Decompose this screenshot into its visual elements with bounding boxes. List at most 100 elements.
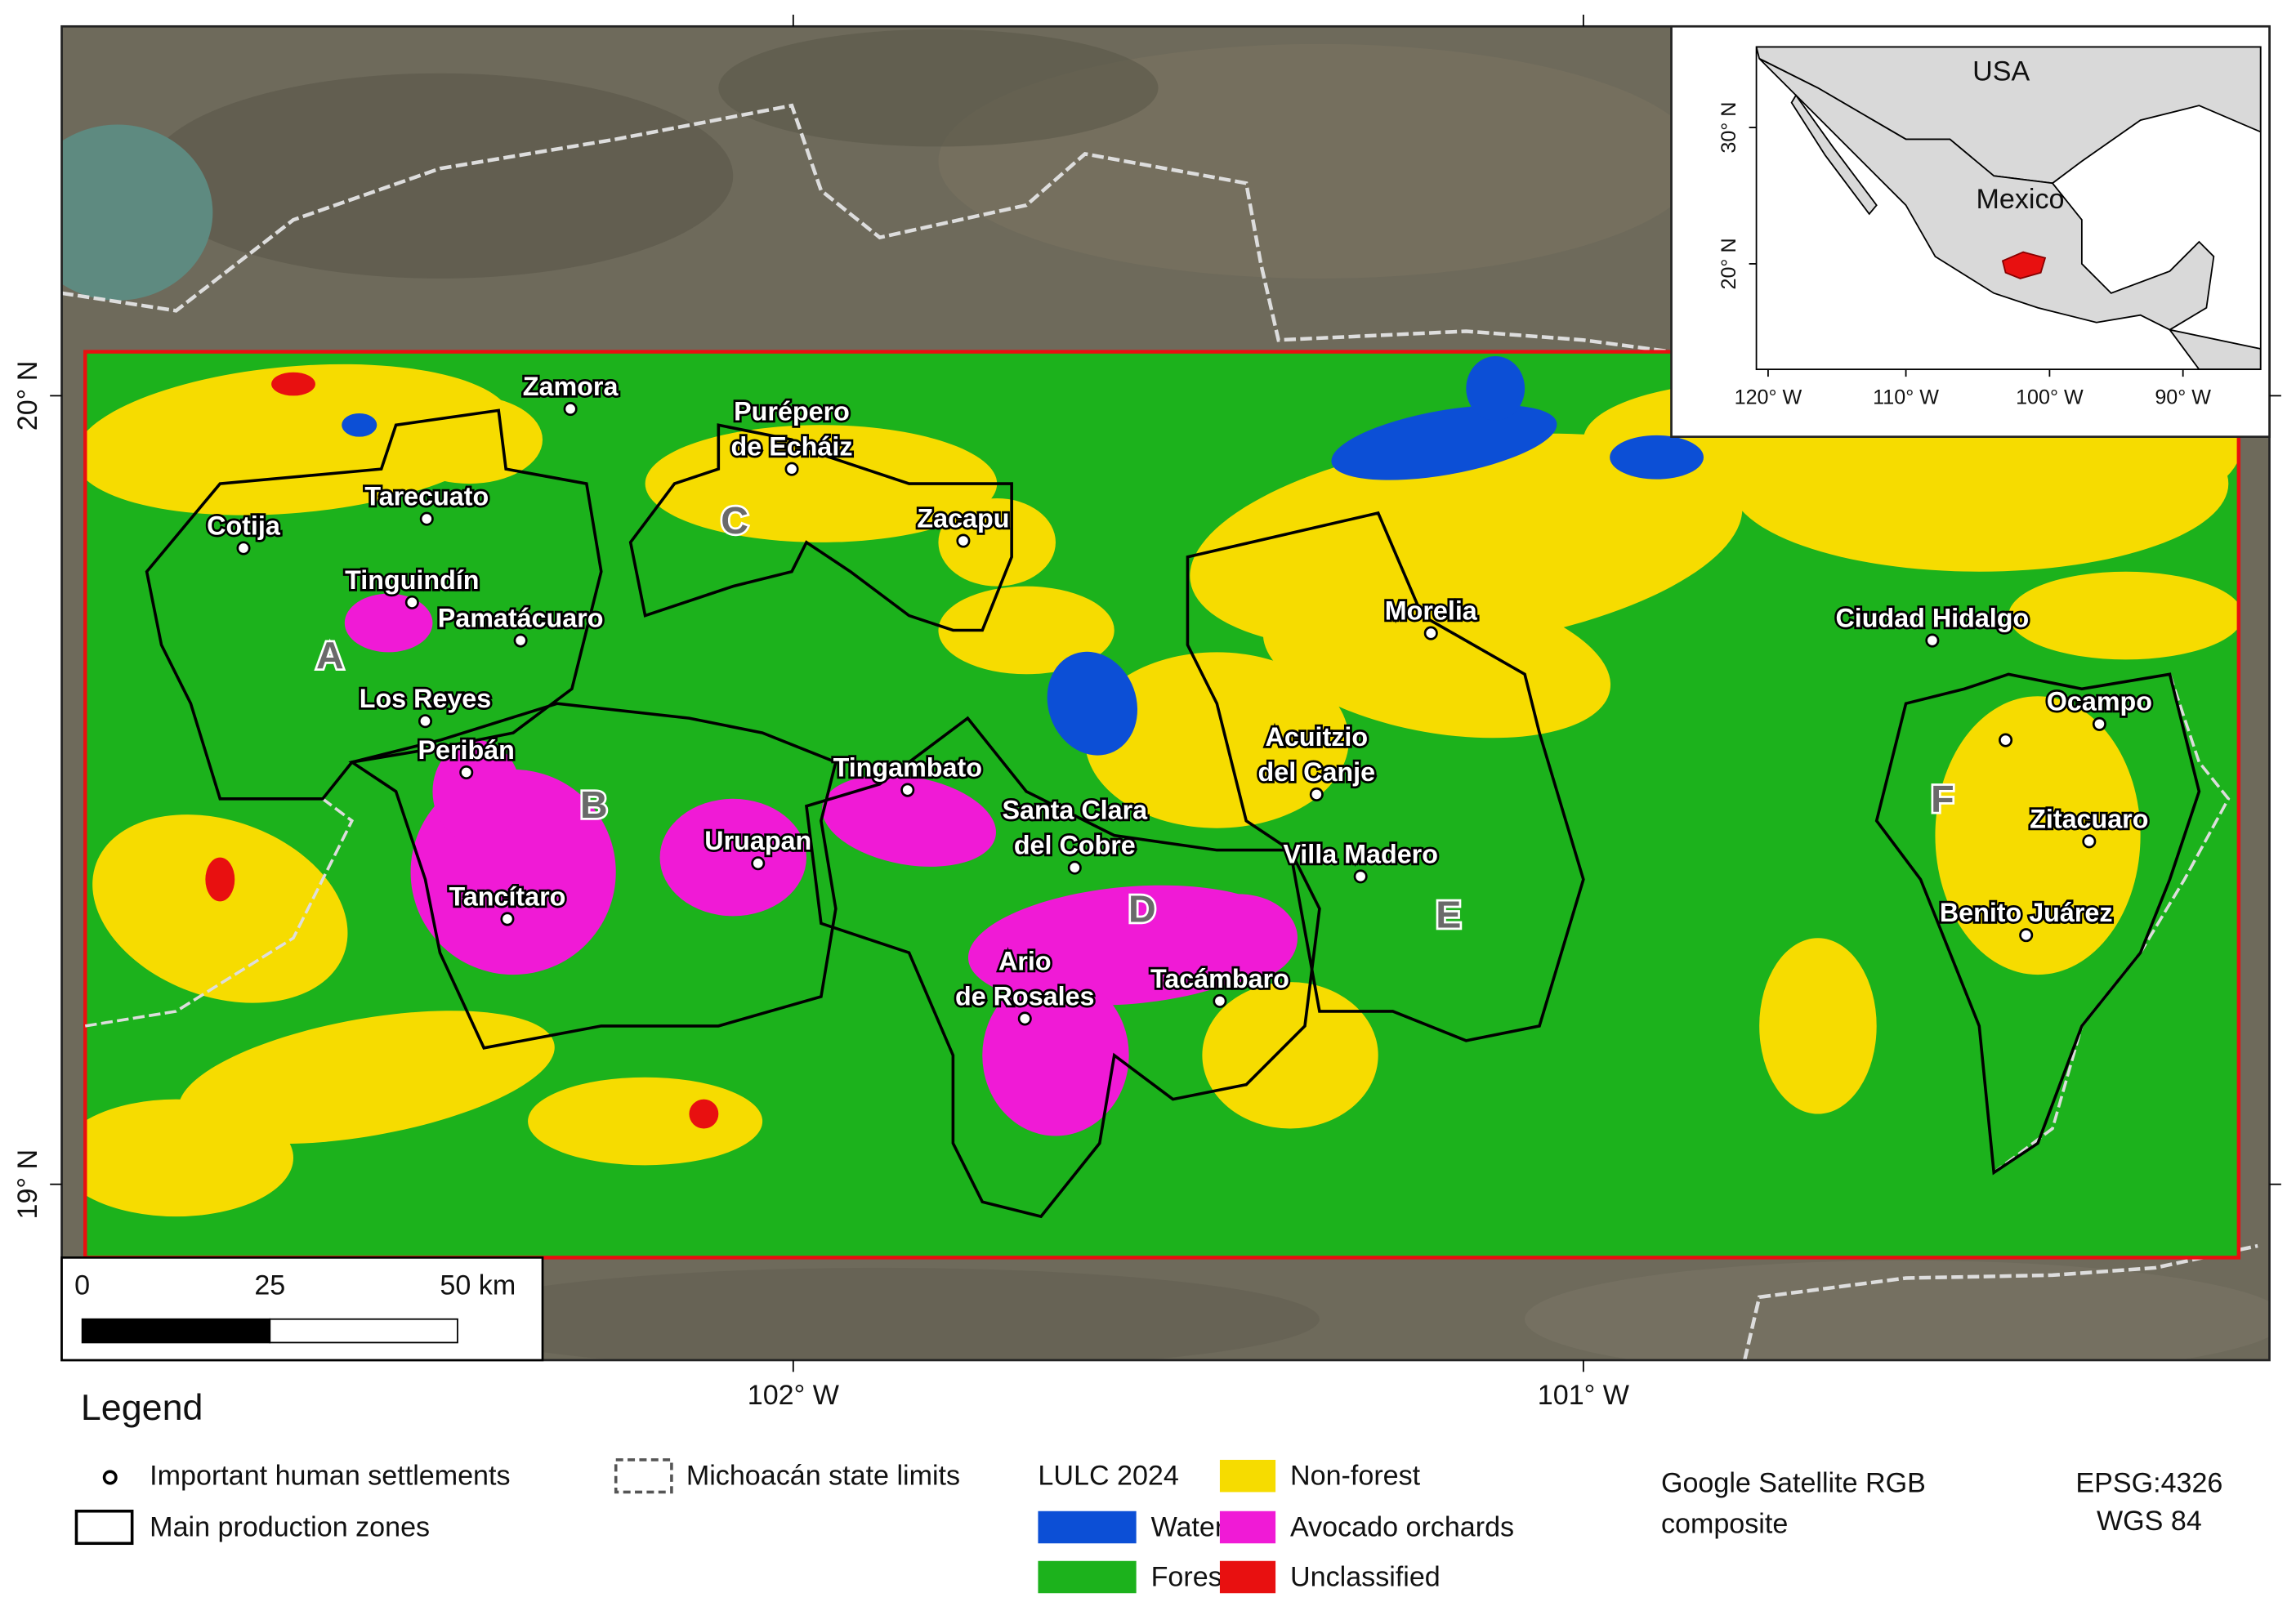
legend-label: Important human settlements <box>150 1460 510 1491</box>
inset-lon: 90° W <box>2155 386 2211 409</box>
lulc-patch <box>689 1099 719 1129</box>
settlement-dot <box>419 511 434 526</box>
legend-swatch <box>1219 1459 1276 1493</box>
settlement-dot <box>1353 869 1368 884</box>
inset-lat: 30° N <box>1718 102 1740 154</box>
zone-label: B <box>580 783 608 826</box>
lulc-patch <box>822 774 996 867</box>
lulc-patch <box>645 425 998 542</box>
settlement-dot <box>1067 860 1082 875</box>
settlement-dot <box>2019 928 2034 943</box>
legend-zone <box>74 1509 134 1546</box>
lulc-layer <box>85 351 2239 1258</box>
settlement-dot <box>1017 1011 1032 1026</box>
lulc-patch <box>1047 651 1138 756</box>
legend-label: Forest <box>1151 1561 1231 1592</box>
settlement-dot <box>236 541 251 556</box>
scale-label: 50 km <box>440 1270 516 1301</box>
lulc-patch <box>1180 894 1298 983</box>
lulc-patch <box>1935 696 2141 975</box>
lulc-patch <box>1466 355 1525 421</box>
settlement-dot <box>404 595 419 609</box>
credit: WGS 84 <box>2097 1506 2202 1537</box>
lulc-patch <box>1262 581 1611 739</box>
settlement-label: Peribán <box>418 735 515 765</box>
settlement-label: Purépero <box>734 396 850 426</box>
settlement-label: Tarecuato <box>364 482 489 511</box>
settlement-label: Villa Madero <box>1283 839 1438 868</box>
settlement-dot <box>1213 993 1227 1008</box>
settlement-dot <box>956 533 971 548</box>
settlement-dot <box>459 765 474 780</box>
legend-swatch <box>1038 1560 1137 1594</box>
legend-subtitle: LULC 2024 <box>1038 1460 1178 1491</box>
credit: Google Satellite RGB <box>1661 1467 1926 1498</box>
legend-label: Water <box>1151 1511 1225 1542</box>
legend-label: Michoacán state limits <box>686 1460 960 1491</box>
inset-label: USA <box>1972 56 2030 87</box>
settlement-label: Tancítaro <box>449 881 566 911</box>
settlement-label: Zacapu <box>917 503 1009 533</box>
settlement-label: Ciudad Hidalgo <box>1836 603 2030 632</box>
inset-lon: 120° W <box>1735 386 1802 409</box>
legend-dot <box>102 1470 118 1485</box>
settlement-label: Morelia <box>1385 596 1478 625</box>
legend-title: Legend <box>81 1386 203 1428</box>
state-limit <box>1743 1243 2258 1360</box>
scale-label: 25 <box>254 1270 285 1301</box>
legend-swatch <box>1219 1511 1276 1544</box>
lulc-patch <box>85 364 513 515</box>
settlement-dot <box>513 633 528 648</box>
lake-chapala <box>61 124 213 301</box>
lulc-patch <box>92 814 348 1003</box>
settlement-label: Pamatácuaro <box>438 603 604 632</box>
settlement-label: Los Reyes <box>360 684 492 713</box>
legend-swatch <box>1219 1560 1276 1594</box>
lulc-patch <box>1759 938 1877 1114</box>
study-area <box>83 350 2241 1260</box>
legend-label: Avocado orchards <box>1290 1511 1514 1542</box>
lulc-patch <box>528 1077 763 1166</box>
settlement-label: del Cobre <box>1014 831 1136 860</box>
settlement-label: Acuitzio <box>1266 722 1369 752</box>
lulc-patch <box>659 798 806 917</box>
map-frame <box>60 25 2271 1362</box>
state-limit <box>1993 673 2231 1174</box>
settlement-dot <box>418 714 433 729</box>
credit: EPSG:4326 <box>2075 1467 2222 1498</box>
settlement-dot <box>1309 787 1324 801</box>
legend-state <box>614 1458 673 1494</box>
production-zones <box>145 408 2201 1219</box>
lulc-patch <box>938 586 1114 675</box>
settlement-label: Tingambato <box>833 752 982 782</box>
legend-swatch <box>1038 1511 1137 1544</box>
inset-label: Mexico <box>1977 184 2065 215</box>
lulc-patch <box>1610 435 1704 480</box>
settlement-dot <box>784 462 799 476</box>
settlement-dot <box>500 912 515 926</box>
zone-label: F <box>1931 778 1954 820</box>
settlement-label: Cotija <box>207 511 281 540</box>
lulc-patch <box>178 1011 555 1145</box>
lulc-patch <box>1331 404 1557 480</box>
legend-label: Non-forest <box>1290 1460 1421 1491</box>
inset-lon: 100° W <box>2016 386 2084 409</box>
lulc-patch <box>85 1099 293 1217</box>
latitude-label: 20° N <box>12 361 43 431</box>
zone-label: A <box>316 634 344 676</box>
settlement-label: Santa Clara <box>1002 795 1148 824</box>
zone-label: E <box>1436 893 1461 935</box>
credit: composite <box>1661 1509 1788 1540</box>
settlement-dot <box>2082 834 2097 849</box>
inset-lon: 110° W <box>1873 386 1939 409</box>
settlement-label: Zamora <box>523 372 619 401</box>
lulc-patch <box>271 372 315 396</box>
longitude-label: 101° W <box>1538 1380 1630 1411</box>
scale-segment <box>81 1318 271 1344</box>
scale-label: 0 <box>74 1270 90 1301</box>
michoacan <box>2001 251 2047 279</box>
settlement-dot <box>1423 626 1438 640</box>
lulc-patch <box>1202 982 1378 1129</box>
settlement-label: de Rosales <box>955 981 1094 1011</box>
